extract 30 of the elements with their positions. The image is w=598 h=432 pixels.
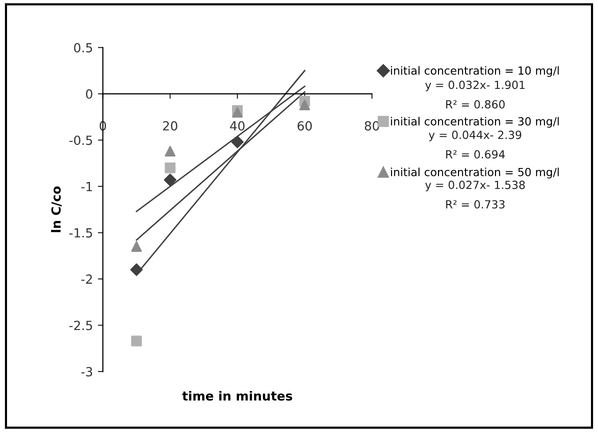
y-tick-label: -0.5 — [69, 136, 92, 146]
x-axis-title: time in minutes — [182, 390, 292, 401]
legend-label: initial concentration = 10 mg/l — [391, 66, 559, 77]
y-tick-label: -2.5 — [69, 320, 92, 330]
text: y = 0.027x- 1.538 — [425, 180, 525, 192]
y-tick-label: 0.5 — [74, 42, 92, 52]
text: R² = 0.733 — [446, 200, 505, 209]
x-tick-label: 40 — [230, 121, 245, 131]
y-axis-title: ln C/co — [51, 186, 62, 232]
legend-label: initial concentration = 50 mg/l — [391, 168, 559, 178]
y-tick-label: -3 — [81, 366, 92, 376]
y-tick-label: -2 — [81, 274, 92, 284]
point — [164, 174, 176, 186]
point — [299, 100, 310, 110]
point — [164, 162, 176, 174]
legend-label: initial concentration = 30 mg/l — [391, 116, 559, 128]
x-tick-label: 20 — [163, 121, 178, 131]
point — [130, 263, 143, 276]
text: y = 0.044x- 2.39 — [428, 130, 522, 142]
x-tick-label: 60 — [298, 121, 312, 131]
text: R² = 0.694 — [446, 150, 505, 159]
text: R² = 0.860 — [446, 100, 505, 109]
y-tick-label: -1.5 — [69, 228, 92, 238]
y-tick-label: -1 — [81, 182, 92, 192]
text: y = 0.032x- 1.901 — [425, 80, 525, 92]
point — [164, 146, 176, 157]
point — [131, 241, 142, 252]
point — [231, 136, 244, 148]
point — [131, 336, 142, 346]
y-tick-label: 0 — [86, 89, 92, 99]
